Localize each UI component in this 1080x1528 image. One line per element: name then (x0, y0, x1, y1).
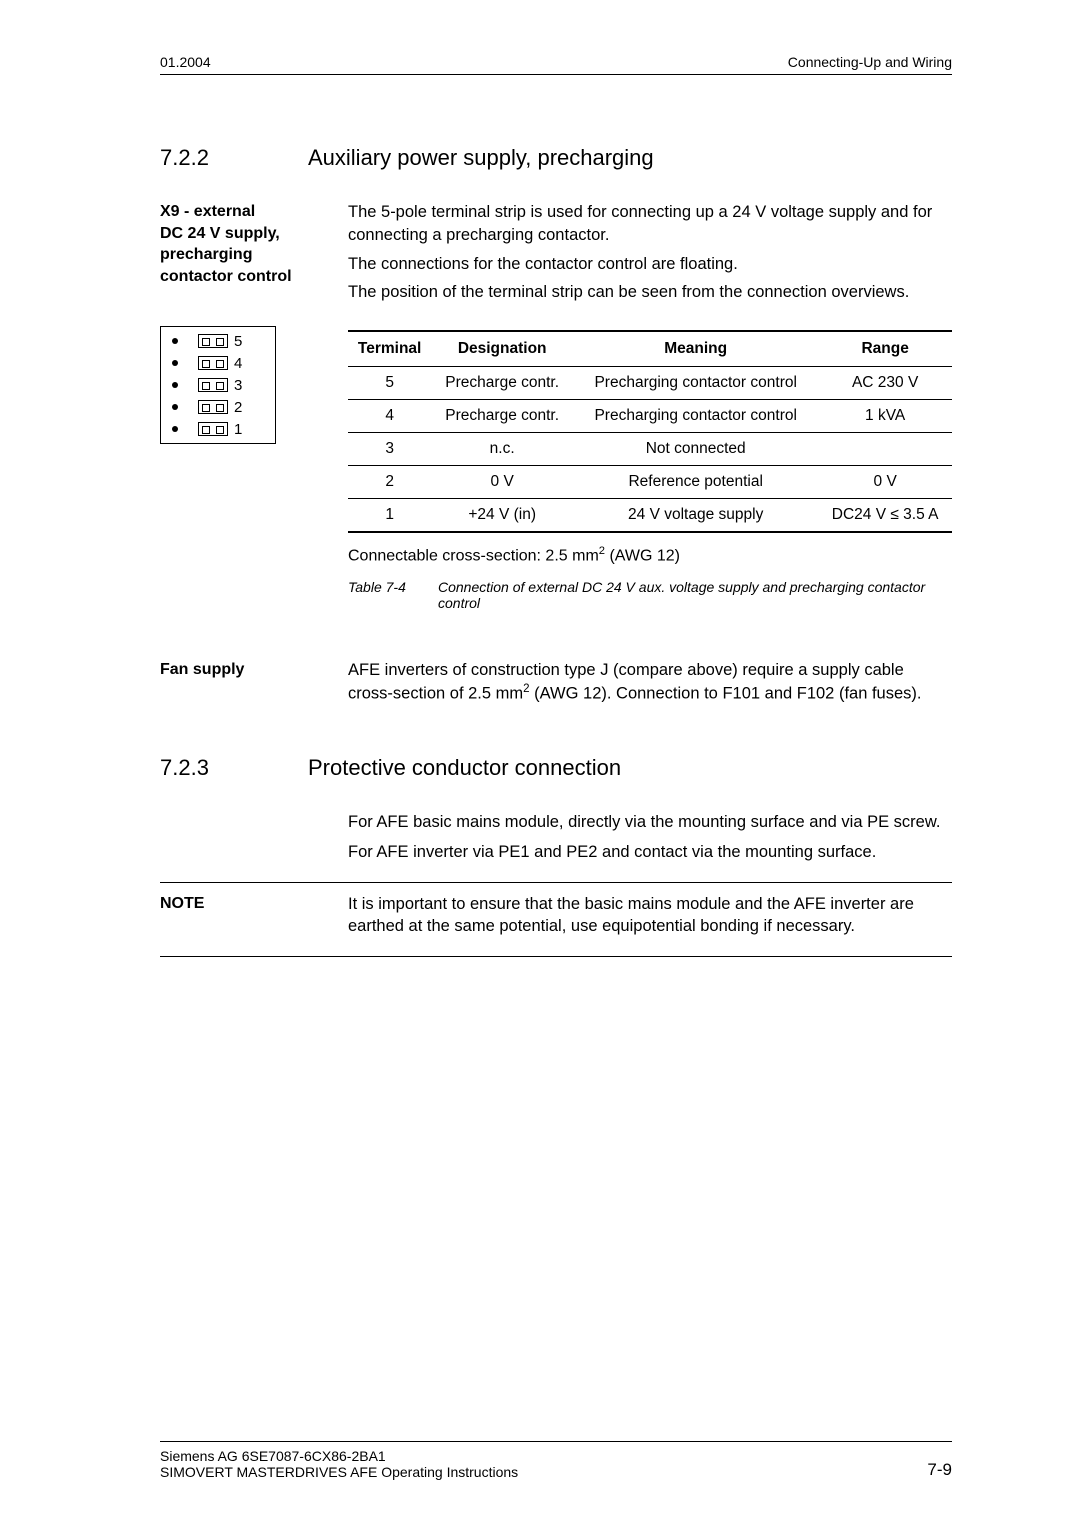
diagram-num-2: 2 (234, 399, 242, 416)
caption-number: Table 7-4 (348, 579, 438, 611)
note-text: It is important to ensure that the basic… (348, 893, 952, 939)
pc-para-1: For AFE basic mains module, directly via… (348, 811, 952, 834)
fan-supply-text: AFE inverters of construction type J (co… (348, 659, 952, 705)
section-number-723: 7.2.3 (160, 755, 308, 781)
fan-supply-block: Fan supply AFE inverters of construction… (160, 659, 952, 711)
header-right: Connecting-Up and Wiring (788, 54, 952, 70)
section-723-heading: 7.2.3 Protective conductor connection (160, 755, 952, 781)
table-row: 4 Precharge contr. Precharging contactor… (348, 400, 952, 433)
table-row: 3 n.c. Not connected (348, 433, 952, 466)
footer-line2: SIMOVERT MASTERDRIVES AFE Operating Inst… (160, 1464, 518, 1480)
x9-intro-block: X9 - external DC 24 V supply, prechargin… (160, 201, 952, 310)
terminal-table: Terminal Designation Meaning Range 5 Pre… (348, 330, 952, 533)
table-row: 5 Precharge contr. Precharging contactor… (348, 367, 952, 400)
note-block: NOTE It is important to ensure that the … (160, 882, 952, 958)
pc-block: For AFE basic mains module, directly via… (160, 811, 952, 869)
terminal-diagram: 5 4 3 2 1 (160, 326, 280, 444)
fan-supply-label: Fan supply (160, 659, 334, 681)
cross-section-note: Connectable cross-section: 2.5 mm2 (AWG … (348, 545, 952, 565)
caption-text: Connection of external DC 24 V aux. volt… (438, 579, 952, 611)
diagram-num-4: 4 (234, 355, 242, 372)
section-title: Auxiliary power supply, precharging (308, 145, 654, 171)
note-label: NOTE (160, 893, 334, 915)
diagram-num-1: 1 (234, 421, 242, 438)
th-designation: Designation (431, 331, 573, 367)
page-header: 01.2004 Connecting-Up and Wiring (160, 54, 952, 75)
table-row: 2 0 V Reference potential 0 V (348, 466, 952, 499)
section-722-heading: 7.2.2 Auxiliary power supply, prechargin… (160, 145, 952, 171)
diagram-num-5: 5 (234, 333, 242, 350)
table-caption: Table 7-4 Connection of external DC 24 V… (348, 579, 952, 611)
page-number: 7-9 (927, 1460, 952, 1480)
x9-label-line4: contactor control (160, 266, 334, 288)
th-terminal: Terminal (348, 331, 431, 367)
th-meaning: Meaning (573, 331, 818, 367)
diagram-num-3: 3 (234, 377, 242, 394)
x9-para-3: The position of the terminal strip can b… (348, 281, 952, 304)
table-block: 5 4 3 2 1 Terminal Designation Meaning R… (160, 322, 952, 611)
section-title-723: Protective conductor connection (308, 755, 621, 781)
x9-label-line2: DC 24 V supply, (160, 223, 334, 245)
x9-label-line3: precharging (160, 244, 334, 266)
header-left: 01.2004 (160, 54, 211, 70)
th-range: Range (818, 331, 952, 367)
footer-line1: Siemens AG 6SE7087-6CX86-2BA1 (160, 1448, 518, 1464)
x9-label-line1: X9 - external (160, 201, 334, 223)
x9-para-2: The connections for the contactor contro… (348, 253, 952, 276)
pc-para-2: For AFE inverter via PE1 and PE2 and con… (348, 841, 952, 864)
page-footer: Siemens AG 6SE7087-6CX86-2BA1 SIMOVERT M… (160, 1441, 952, 1480)
table-row: 1 +24 V (in) 24 V voltage supply DC24 V … (348, 499, 952, 533)
x9-para-1: The 5-pole terminal strip is used for co… (348, 201, 952, 247)
section-number: 7.2.2 (160, 145, 308, 171)
